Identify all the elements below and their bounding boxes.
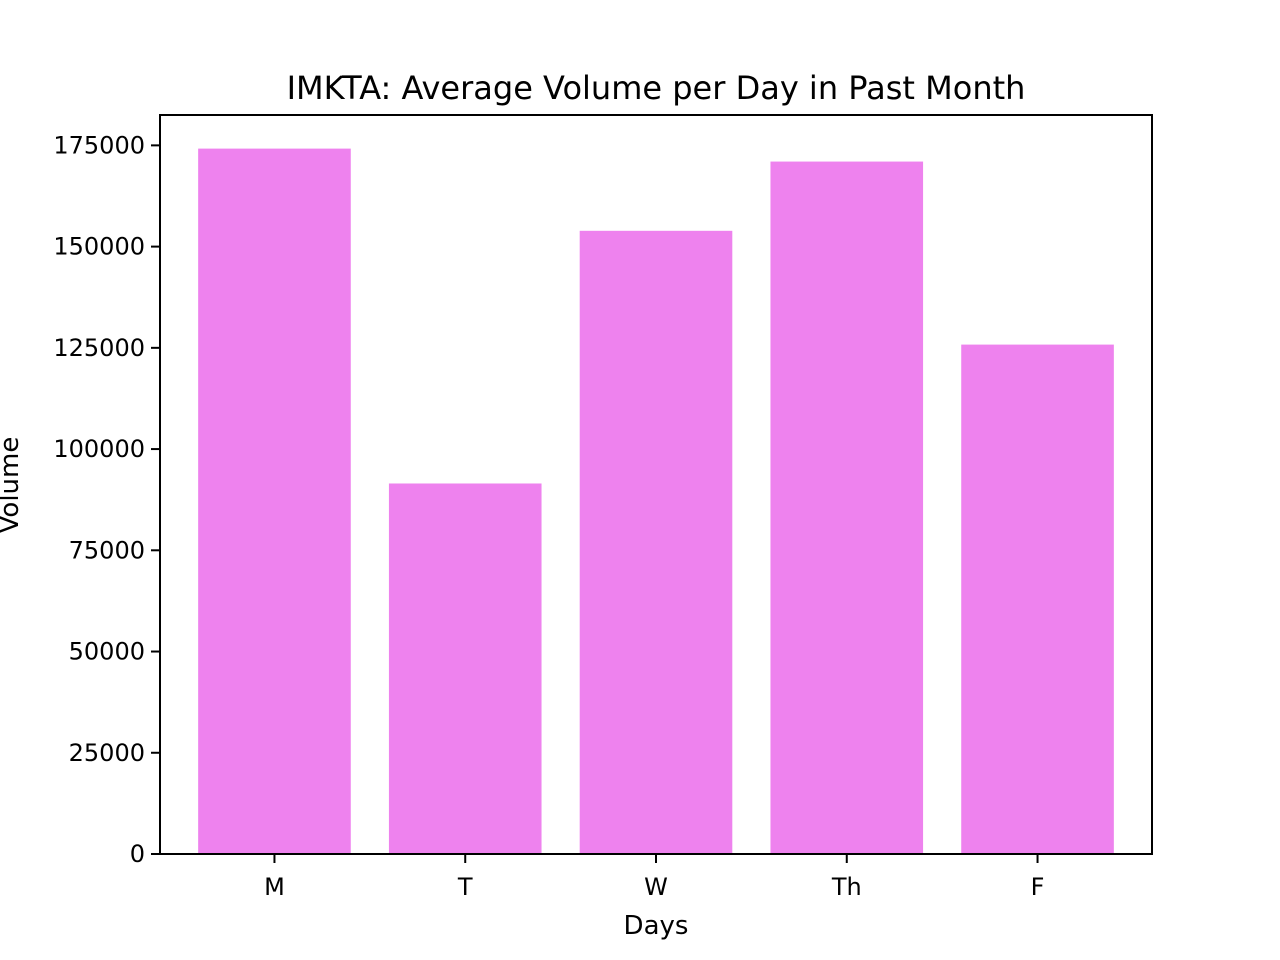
- bar-w: [579, 230, 733, 854]
- y-tick-label: 0: [130, 840, 145, 868]
- x-axis: M T W Th F: [264, 854, 1044, 901]
- y-tick-label: 25000: [69, 739, 145, 767]
- bars-group: [198, 148, 1114, 854]
- y-axis: 0 25000 50000 75000 100000 125000 150000 175000: [53, 131, 160, 868]
- x-tick-label: W: [644, 873, 668, 901]
- y-axis-label: Volume: [0, 437, 25, 534]
- y-tick-label: 100000: [53, 435, 145, 463]
- y-tick-label: 125000: [53, 334, 145, 362]
- bar-f: [961, 344, 1114, 854]
- x-axis-label: Days: [624, 911, 689, 941]
- bar-t: [388, 483, 542, 854]
- x-tick-label: Th: [831, 873, 862, 901]
- y-tick-label: 50000: [69, 638, 145, 666]
- x-tick-label: T: [457, 873, 473, 901]
- x-tick-label: F: [1031, 873, 1045, 901]
- y-tick-label: 75000: [69, 536, 145, 564]
- chart-title: IMKTA: Average Volume per Day in Past Mo…: [287, 69, 1026, 107]
- y-tick-label: 175000: [53, 131, 145, 159]
- x-tick-label: M: [264, 873, 285, 901]
- y-tick-label: 150000: [53, 233, 145, 261]
- bar-th: [770, 161, 924, 854]
- bar-m: [198, 148, 351, 854]
